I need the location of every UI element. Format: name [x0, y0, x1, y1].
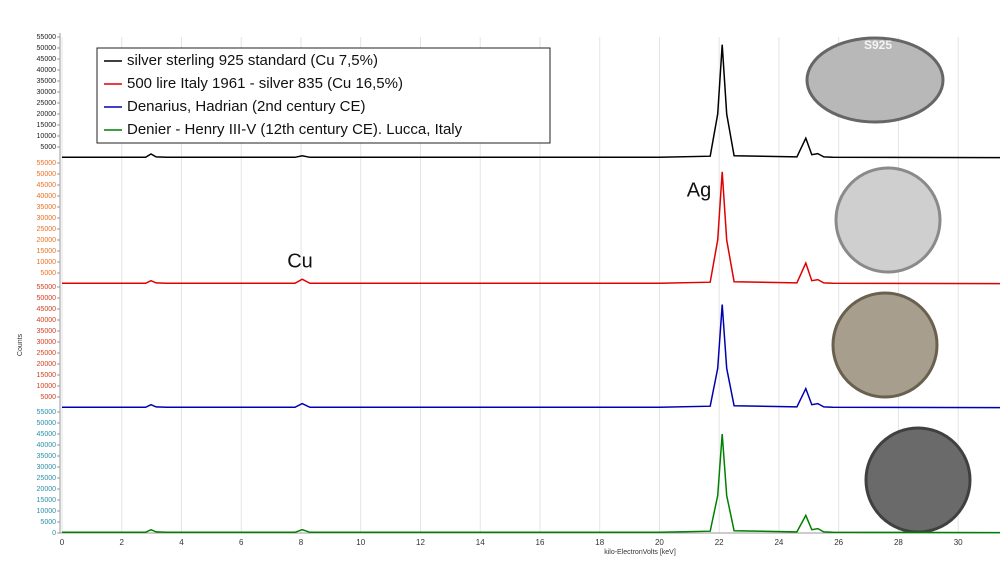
coin-image [864, 426, 972, 534]
y-tick-label: 25000 [37, 226, 57, 233]
y-tick-label: 10000 [37, 259, 57, 266]
legend-box [96, 47, 551, 144]
y-tick-label: 55000 [37, 409, 57, 416]
y-tick-label: 30000 [37, 464, 57, 471]
y-tick-label: 20000 [37, 111, 57, 118]
y-tick-label: 5000 [40, 270, 56, 277]
y-tick-label: 25000 [37, 475, 57, 482]
x-tick-label: 0 [60, 538, 65, 547]
x-tick-label: 18 [595, 538, 604, 547]
legend: silver sterling 925 standard (Cu 7,5%) 50… [96, 47, 551, 144]
y-tick-label: 30000 [37, 89, 57, 96]
coin-label: S925 [864, 38, 892, 52]
spectrum-line [62, 433, 1000, 534]
spectrum-line [62, 44, 1000, 159]
x-tick-label: 14 [476, 538, 485, 547]
spectrum-line [62, 171, 1000, 285]
legend-label: 500 lire Italy 1961 - silver 835 (Cu 16,… [127, 75, 403, 92]
y-tick-label: 40000 [37, 67, 57, 74]
y-tick-label: 55000 [37, 160, 57, 167]
annotation: Ag [687, 179, 711, 201]
y-tick-label: 10000 [37, 133, 57, 140]
y-tick-label: 45000 [37, 306, 57, 313]
y-tick-label: 5000 [40, 519, 56, 526]
x-tick-label: 6 [239, 538, 244, 547]
y-tick-label: 35000 [37, 453, 57, 460]
y-tick-label: 25000 [37, 350, 57, 357]
x-tick-label: 26 [834, 538, 843, 547]
y-tick-label: 15000 [37, 497, 57, 504]
y-tick-label: 40000 [37, 442, 57, 449]
y-tick-label: 35000 [37, 78, 57, 85]
legend-label: Denier - Henry III-V (12th century CE). … [127, 121, 463, 138]
x-axis-label: kilo-ElectronVolts [keV] [604, 549, 676, 556]
y-tick-label: 50000 [37, 45, 57, 52]
y-tick-label: 55000 [37, 284, 57, 291]
x-tick-label: 8 [299, 538, 304, 547]
y-tick-label: 15000 [37, 122, 57, 129]
x-tick-label: 24 [774, 538, 783, 547]
y-tick-label: 5000 [40, 394, 56, 401]
x-tick-label: 4 [179, 538, 184, 547]
y-tick-label: 20000 [37, 361, 57, 368]
y-tick-label: 30000 [37, 339, 57, 346]
y-tick-label: 0 [52, 530, 56, 537]
annotation: Cu [287, 250, 313, 272]
legend-label: silver sterling 925 standard (Cu 7,5%) [127, 52, 378, 69]
coin-image [834, 166, 942, 274]
x-tick-label: 30 [954, 538, 963, 547]
legend-label: Denarius, Hadrian (2nd century CE) [127, 98, 365, 115]
x-tick-label: 28 [894, 538, 903, 547]
y-tick-label: 30000 [37, 215, 57, 222]
spectrum-line [62, 304, 1000, 409]
coin-images [805, 36, 972, 534]
x-tick-label: 12 [416, 538, 425, 547]
y-tick-label: 15000 [37, 372, 57, 379]
x-tick-label: 2 [120, 538, 125, 547]
y-tick-label: 35000 [37, 328, 57, 335]
y-tick-label: 45000 [37, 431, 57, 438]
x-tick-label: 20 [655, 538, 664, 547]
coin-image [805, 36, 945, 124]
y-tick-label: 20000 [37, 237, 57, 244]
x-tick-label: 22 [715, 538, 724, 547]
y-axis-label: Counts [17, 333, 24, 356]
y-tick-label: 15000 [37, 248, 57, 255]
y-tick-label: 40000 [37, 317, 57, 324]
y-tick-label: 45000 [37, 182, 57, 189]
y-tick-label: 50000 [37, 295, 57, 302]
y-tick-label: 25000 [37, 100, 57, 107]
y-tick-label: 20000 [37, 486, 57, 493]
y-tick-label: 35000 [37, 204, 57, 211]
y-tick-label: 50000 [37, 171, 57, 178]
y-tick-label: 10000 [37, 383, 57, 390]
x-tick-label: 16 [536, 538, 545, 547]
y-tick-label: 5000 [40, 144, 56, 151]
y-tick-label: 50000 [37, 420, 57, 427]
coin-image [831, 291, 939, 399]
y-tick-label: 45000 [37, 56, 57, 63]
y-tick-label: 55000 [37, 34, 57, 41]
y-tick-label: 10000 [37, 508, 57, 515]
y-tick-label: 40000 [37, 193, 57, 200]
x-tick-label: 10 [356, 538, 365, 547]
